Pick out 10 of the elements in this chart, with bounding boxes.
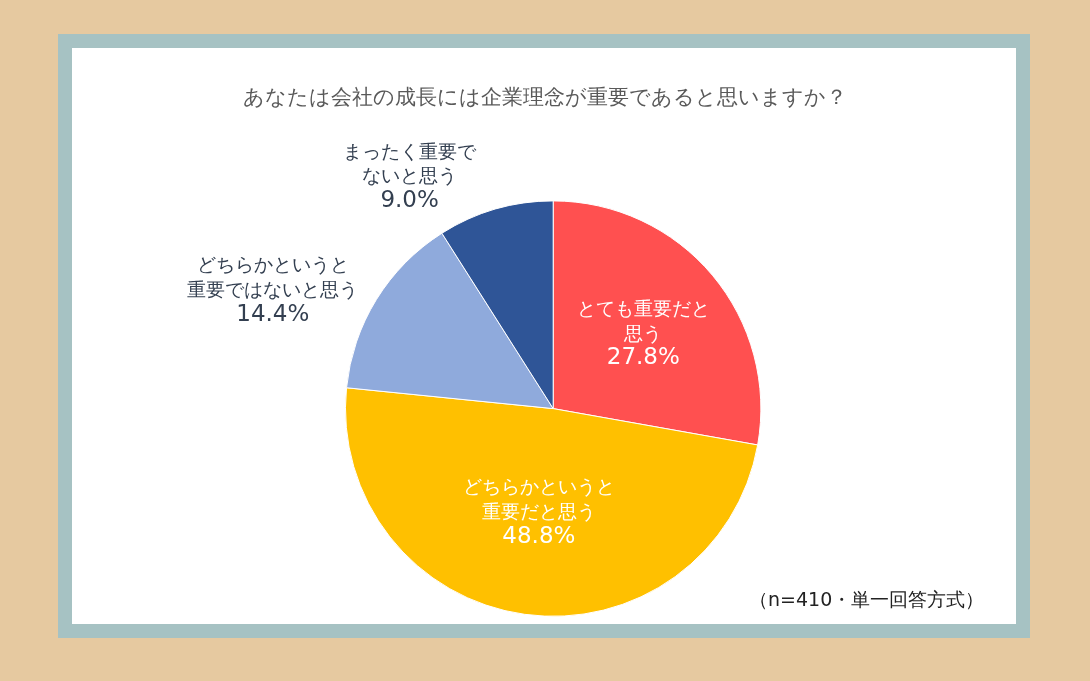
data-label: 27.8% bbox=[606, 343, 680, 370]
data-label: 14.4% bbox=[236, 299, 310, 326]
slice-label: どちらかというと重要だと思う bbox=[462, 475, 615, 522]
data-label: 48.8% bbox=[502, 521, 576, 548]
data-label: 9.0% bbox=[380, 185, 439, 212]
chart-title: あなたは会社の成長には企業理念が重要であると思いますか？ bbox=[243, 85, 847, 110]
slice-label: まったく重要でないと思う bbox=[343, 139, 478, 187]
slice-label: どちらかというと重要ではないと思う bbox=[187, 253, 359, 301]
text: （n=410・単一回答方式） bbox=[749, 588, 985, 610]
slice-label: とても重要だと思う bbox=[576, 296, 710, 344]
